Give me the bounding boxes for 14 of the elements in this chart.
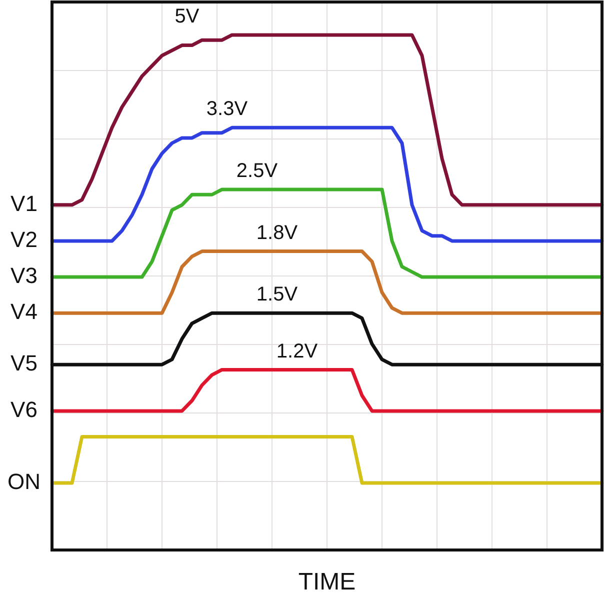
annotation: 1.2V (276, 340, 318, 362)
series-label: V1 (10, 190, 38, 216)
annotation: 2.5V (236, 160, 278, 182)
annotation: 3.3V (206, 98, 248, 120)
series-label: ON (8, 469, 40, 494)
annotation: 1.5V (256, 284, 298, 306)
series-label: V3 (10, 263, 38, 288)
x-axis-title: TIME (298, 568, 356, 596)
series-label: V2 (10, 227, 38, 252)
annotation: 1.8V (256, 222, 298, 244)
series-label: V4 (10, 299, 38, 324)
series-label: V6 (10, 397, 38, 422)
text: 5V (174, 5, 200, 28)
series-label: V5 (10, 350, 38, 376)
